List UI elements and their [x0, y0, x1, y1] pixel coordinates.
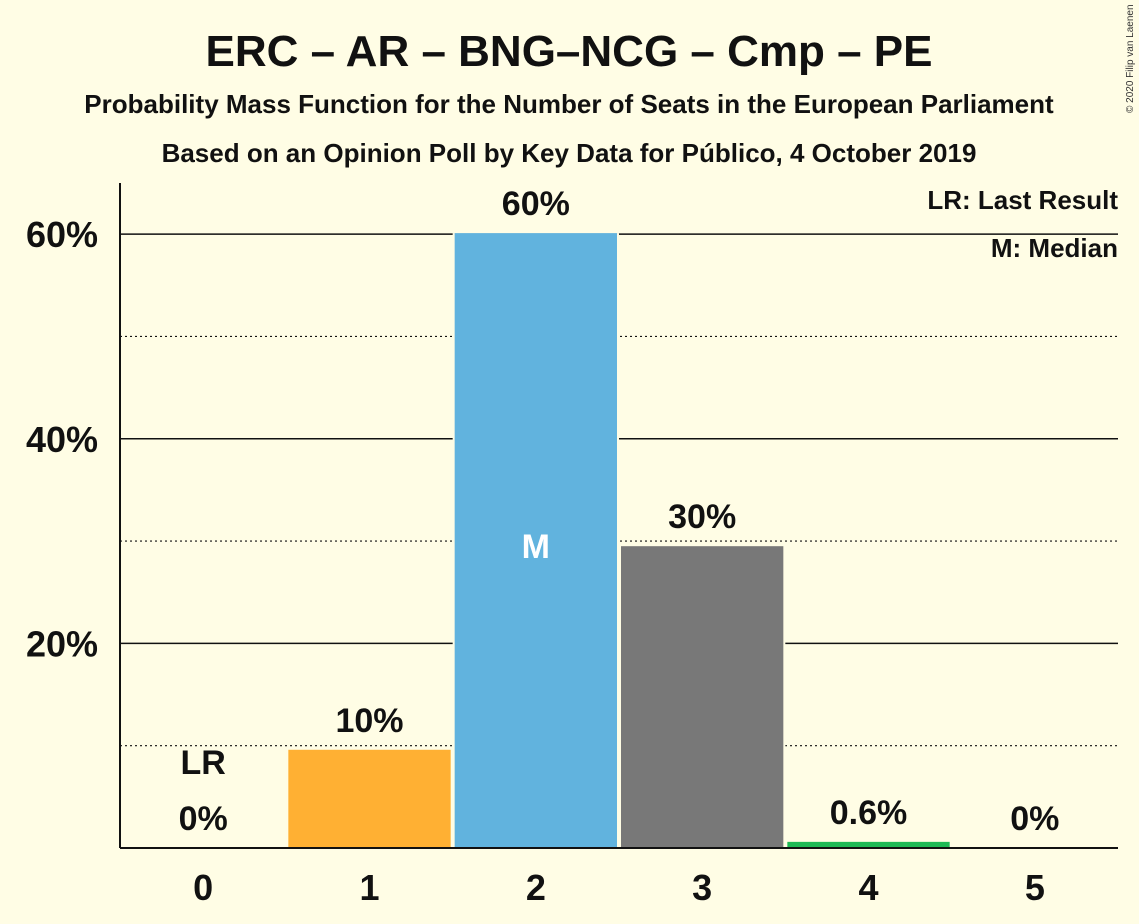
data-label-2: 60% — [502, 185, 570, 223]
data-label-4: 0.6% — [830, 794, 908, 832]
bars — [286, 233, 952, 849]
chart-title: ERC – AR – BNG–NCG – Cmp – PE — [206, 27, 933, 76]
y-tick-label: 40% — [26, 419, 98, 460]
bar-3 — [621, 546, 784, 848]
data-labels: 0% 10% 60% 30% 0.6% 0% LR M — [179, 185, 1060, 838]
y-tick-label: 60% — [26, 214, 98, 255]
bar-2 — [454, 233, 617, 849]
x-tick-label: 0 — [193, 867, 213, 908]
median-marker: M — [522, 528, 550, 566]
data-label-1: 10% — [335, 702, 403, 740]
x-tick-label: 1 — [359, 867, 379, 908]
data-label-3: 30% — [668, 498, 736, 536]
data-label-0: 0% — [179, 800, 228, 838]
legend: LR: Last Result M: Median — [927, 185, 1118, 263]
legend-entry: M: Median — [991, 233, 1118, 263]
x-tick-label: 4 — [858, 867, 878, 908]
x-tick-label: 3 — [692, 867, 712, 908]
bar-1 — [288, 749, 451, 848]
legend-entry: LR: Last Result — [927, 185, 1118, 215]
bar-4 — [787, 841, 950, 848]
last-result-marker: LR — [181, 744, 226, 782]
y-tick-label: 20% — [26, 623, 98, 664]
data-label-5: 0% — [1010, 800, 1059, 838]
x-tick-label: 2 — [526, 867, 546, 908]
chart-source: Based on an Opinion Poll by Key Data for… — [162, 138, 977, 168]
copyright-notice: © 2020 Filip van Laenen — [1125, 4, 1136, 113]
axes: 20% 40% 60% 0 1 2 3 4 5 — [26, 183, 1118, 908]
x-tick-label: 5 — [1025, 867, 1045, 908]
chart-subtitle: Probability Mass Function for the Number… — [84, 89, 1054, 119]
